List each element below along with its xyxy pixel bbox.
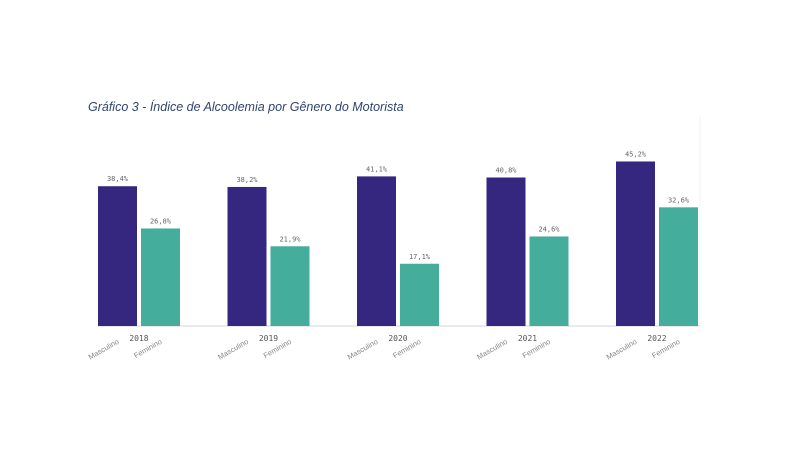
value-label-feminino-2018: 26,8% [150, 217, 172, 225]
value-label-masculino-2022: 45,2% [625, 150, 647, 158]
bar-feminino-2020 [400, 263, 439, 326]
value-label-masculino-2020: 41,1% [366, 165, 388, 173]
value-label-feminino-2020: 17,1% [409, 253, 431, 261]
bar-feminino-2022 [659, 207, 698, 326]
year-tick-2021: 2021 [518, 334, 537, 343]
year-tick-2020: 2020 [388, 334, 407, 343]
value-label-masculino-2021: 40,8% [495, 166, 517, 174]
value-label-masculino-2019: 38,2% [236, 176, 258, 184]
bar-feminino-2018 [141, 228, 180, 326]
bar-feminino-2021 [529, 236, 569, 326]
bar-masculino-2020 [357, 176, 396, 326]
gender-tick-masculino-2018: Masculino [87, 337, 121, 362]
gender-tick-masculino-2020: Masculino [346, 337, 380, 362]
bars-layer [98, 161, 698, 326]
chart-title: Gráfico 3 - Índice de Alcoolemia por Gên… [88, 99, 404, 114]
year-tick-2018: 2018 [129, 334, 148, 343]
bar-masculino-2021 [486, 177, 526, 326]
year-tick-2022: 2022 [647, 334, 666, 343]
bar-masculino-2022 [616, 161, 655, 326]
value-label-feminino-2019: 21,9% [279, 235, 301, 243]
bar-masculino-2018 [98, 186, 137, 326]
gender-tick-masculino-2021: Masculino [475, 337, 509, 362]
value-label-feminino-2022: 32,6% [668, 196, 690, 204]
year-tick-2019: 2019 [259, 334, 278, 343]
gender-tick-masculino-2019: Masculino [216, 337, 250, 362]
value-label-masculino-2018: 38,4% [107, 175, 129, 183]
gender-tick-masculino-2022: Masculino [605, 337, 639, 362]
value-label-feminino-2021: 24,6% [538, 225, 560, 233]
bar-feminino-2019 [270, 246, 310, 326]
bar-masculino-2019 [227, 186, 267, 326]
